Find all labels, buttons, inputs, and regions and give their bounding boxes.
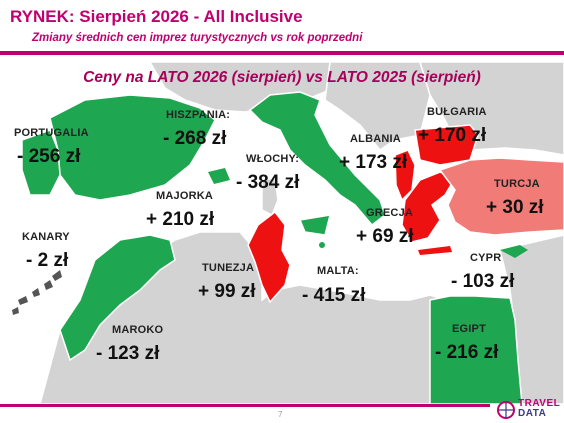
region-egypt — [429, 295, 523, 404]
label-portugal: PORTUGALIA — [14, 127, 89, 139]
logo-line1: TRAVEL — [518, 398, 561, 409]
land-sardinia — [261, 177, 279, 217]
mediterranean-map — [12, 62, 564, 404]
label-turkey: TURCJA — [494, 178, 540, 190]
value-majorca: + 210 zł — [146, 209, 215, 230]
region-malta — [319, 242, 325, 248]
label-tunisia: TUNEZJA — [202, 262, 255, 274]
region-italy — [248, 91, 386, 227]
value-cyprus: - 103 zł — [451, 271, 515, 292]
region-morocco — [59, 234, 176, 362]
region-cyprus — [500, 245, 528, 258]
value-egypt: - 216 zł — [435, 342, 499, 363]
region-spain — [49, 94, 216, 201]
land-middle-east — [499, 234, 564, 404]
label-malta: MALTA: — [317, 265, 359, 277]
header-divider — [0, 51, 564, 55]
land-sicily — [298, 214, 332, 236]
logo-globe-icon — [497, 401, 515, 419]
value-malta: - 415 zł — [302, 285, 366, 306]
value-spain: - 268 zł — [163, 128, 227, 149]
value-italy: - 384 zł — [236, 172, 300, 193]
region-tunisia — [247, 210, 291, 304]
region-crete — [418, 246, 452, 255]
region-canaries — [12, 270, 62, 315]
slide-title: RYNEK: Sierpień 2026 - All Inclusive — [10, 7, 303, 26]
footer-divider — [0, 404, 490, 407]
value-greece: + 69 zł — [356, 226, 414, 247]
label-spain: HISZPANIA: — [166, 109, 231, 121]
label-majorca: MAJORKA — [156, 190, 214, 202]
value-morocco: - 123 zł — [96, 343, 160, 364]
region-portugal — [21, 129, 61, 196]
map-title: Ceny na LATO 2026 (sierpień) vs LATO 202… — [83, 69, 481, 86]
label-cyprus: CYPR — [470, 252, 502, 264]
label-italy: WŁOCHY: — [246, 153, 300, 165]
value-turkey: + 30 zł — [486, 197, 544, 218]
value-tunisia: + 99 zł — [198, 281, 256, 302]
label-bulgaria: BUŁGARIA — [427, 106, 487, 118]
label-canaries: KANARY — [22, 231, 70, 243]
slide-subtitle: Zmiany średnich cen imprez turystycznych… — [32, 32, 363, 44]
region-turkey — [438, 157, 564, 236]
label-egypt: EGIPT — [452, 323, 487, 335]
value-bulgaria: + 170 zł — [418, 125, 487, 146]
value-canaries: - 2 zł — [26, 250, 69, 271]
page-number: 7 — [278, 410, 283, 419]
label-greece: GRECJA — [366, 207, 414, 219]
logo-line2: DATA — [518, 408, 547, 419]
label-albania: ALBANIA — [350, 133, 401, 145]
label-morocco: MAROKO — [112, 324, 164, 336]
travel-data-logo: TRAVEL DATA — [496, 398, 562, 422]
region-majorca — [208, 168, 230, 184]
value-albania: + 173 zł — [339, 152, 408, 173]
region-greece — [401, 171, 457, 243]
value-portugal: - 256 zł — [17, 146, 81, 167]
